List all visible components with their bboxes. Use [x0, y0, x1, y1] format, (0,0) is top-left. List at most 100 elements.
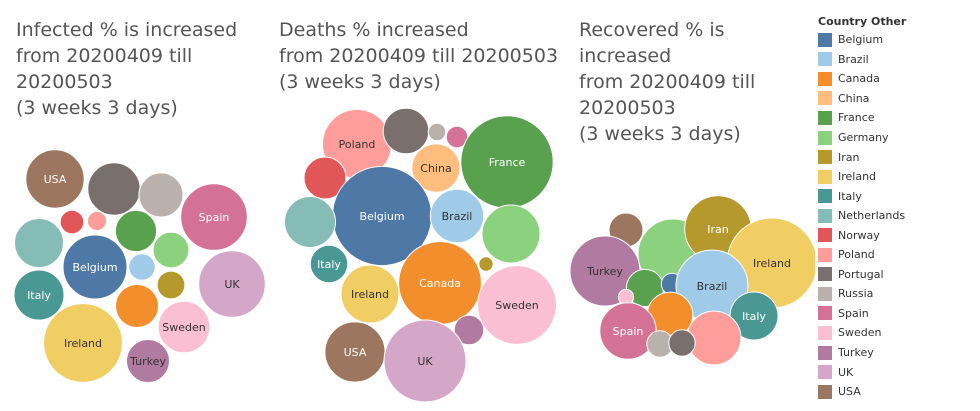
- bubble-norway[interactable]: [303, 156, 347, 200]
- legend-swatch: [818, 52, 832, 67]
- bubble-turkey[interactable]: [453, 314, 485, 346]
- legend-label: China: [838, 91, 870, 105]
- bubble-label-italy: Italy: [742, 310, 766, 323]
- bubble-label-spain: Spain: [613, 325, 644, 338]
- bubble-label-usa: USA: [344, 346, 367, 359]
- bubble-canada[interactable]: [115, 284, 159, 328]
- bubble-germany[interactable]: [481, 204, 541, 264]
- bubble-iran[interactable]: [156, 270, 186, 300]
- bubble-russia[interactable]: [138, 172, 184, 218]
- bubble-label-ireland: Ireland: [64, 337, 102, 350]
- bubble-poland[interactable]: [86, 210, 108, 232]
- legend-title: Country Other: [818, 15, 907, 28]
- legend-item-italy[interactable]: Italy: [818, 186, 978, 206]
- bubble-italy[interactable]: [13, 269, 65, 321]
- legend-item-ireland[interactable]: Ireland: [818, 167, 978, 187]
- legend-label: Spain: [838, 306, 869, 320]
- bubble-label-iran: Iran: [707, 223, 729, 236]
- bubble-portugal[interactable]: [382, 107, 430, 155]
- legend-label: Iran: [838, 150, 860, 164]
- bubble-label-poland: Poland: [339, 138, 376, 151]
- legend-label: Italy: [838, 189, 862, 203]
- legend-item-sweden[interactable]: Sweden: [818, 323, 978, 343]
- legend-label: Ireland: [838, 170, 877, 184]
- bubble-label-sweden: Sweden: [495, 299, 538, 312]
- bubble-uk[interactable]: [198, 250, 266, 318]
- bubble-ireland[interactable]: [340, 264, 400, 324]
- recovered-title-line: from 20200409 till: [579, 71, 756, 93]
- legend-label: Sweden: [838, 326, 882, 340]
- bubble-sweden[interactable]: [477, 265, 557, 345]
- bubble-label-china: China: [420, 162, 451, 175]
- bubble-poland[interactable]: [686, 310, 742, 366]
- bubble-ireland[interactable]: [43, 303, 123, 383]
- bubble-chart-1: Poland France China Belgium Brazil Italy Irela…: [284, 107, 557, 403]
- bubble-brazil[interactable]: [429, 188, 485, 244]
- bubble-belgium[interactable]: [62, 234, 128, 300]
- bubble-russia[interactable]: [427, 122, 447, 142]
- legend-item-germany[interactable]: Germany: [818, 128, 978, 148]
- legend-item-brazil[interactable]: Brazil: [818, 50, 978, 70]
- legend-swatch: [818, 71, 832, 86]
- infected-title-line: 20200503: [16, 71, 113, 93]
- legend-item-china[interactable]: China: [818, 89, 978, 109]
- legend-label: Canada: [838, 72, 880, 86]
- legend-item-spain[interactable]: Spain: [818, 304, 978, 324]
- legend-item-canada[interactable]: Canada: [818, 69, 978, 89]
- legend-swatch: [818, 169, 832, 184]
- legend-item-turkey[interactable]: Turkey: [818, 343, 978, 363]
- infected-title-line: from 20200409 till: [16, 45, 193, 67]
- bubble-label-spain: Spain: [199, 211, 230, 224]
- infected-title-line: Infected % is increased: [16, 19, 238, 41]
- legend-item-portugal[interactable]: Portugal: [818, 265, 978, 285]
- bubble-label-sweden: Sweden: [162, 321, 205, 334]
- deaths-chart-title: Deaths % increased from 20200409 till 20…: [279, 17, 558, 95]
- infected-title-line: (3 weeks 3 days): [16, 97, 178, 119]
- legend-item-netherlands[interactable]: Netherlands: [818, 206, 978, 226]
- bubble-italy[interactable]: [309, 244, 349, 284]
- bubble-china[interactable]: [411, 143, 461, 193]
- bubble-label-turkey: Turkey: [129, 355, 166, 368]
- legend-label: Brazil: [838, 52, 869, 66]
- bubble-iran[interactable]: [478, 256, 494, 272]
- deaths-title-line: Deaths % increased: [279, 19, 469, 41]
- bubble-label-belgium: Belgium: [72, 261, 117, 274]
- legend-item-usa[interactable]: USA: [818, 382, 978, 402]
- bubble-portugal[interactable]: [668, 329, 696, 357]
- recovered-chart-title: Recovered % is increased from 20200409 t…: [579, 17, 755, 147]
- bubble-label-turkey: Turkey: [586, 265, 623, 278]
- legend-item-norway[interactable]: Norway: [818, 225, 978, 245]
- bubble-netherlands[interactable]: [14, 218, 64, 268]
- legend-item-uk[interactable]: UK: [818, 362, 978, 382]
- bubble-spain[interactable]: [180, 183, 248, 251]
- legend-swatch: [818, 150, 832, 165]
- legend-label: Turkey: [838, 346, 874, 360]
- legend-label: UK: [838, 365, 854, 379]
- bubble-sweden[interactable]: [617, 288, 635, 306]
- legend-label: Norway: [838, 228, 880, 242]
- legend-item-poland[interactable]: Poland: [818, 245, 978, 265]
- infected-chart-title: Infected % is increased from 20200409 ti…: [16, 17, 237, 121]
- recovered-title-line: 20200503: [579, 97, 676, 119]
- bubble-portugal[interactable]: [87, 162, 141, 216]
- bubble-brazil[interactable]: [128, 253, 156, 281]
- legend-item-france[interactable]: France: [818, 108, 978, 128]
- bubble-label-belgium: Belgium: [359, 210, 404, 223]
- bubble-turkey[interactable]: [126, 339, 170, 383]
- deaths-title-line: (3 weeks 3 days): [279, 71, 441, 93]
- legend-label: Germany: [838, 131, 889, 144]
- bubble-germany[interactable]: [152, 231, 190, 269]
- bubble-uk[interactable]: [383, 319, 467, 403]
- bubble-norway[interactable]: [59, 209, 85, 235]
- legend-label: France: [838, 111, 875, 125]
- legend-item-russia[interactable]: Russia: [818, 284, 978, 304]
- legend-item-iran[interactable]: Iran: [818, 147, 978, 167]
- bubble-label-uk: UK: [417, 355, 433, 368]
- bubble-sweden[interactable]: [157, 300, 211, 354]
- bubble-label-uk: UK: [224, 278, 240, 291]
- legend-swatch: [818, 267, 832, 282]
- legend-item-belgium[interactable]: Belgium: [818, 30, 978, 50]
- bubble-france[interactable]: [114, 209, 158, 253]
- bubble-netherlands[interactable]: [284, 196, 336, 248]
- bubble-usa[interactable]: [25, 149, 85, 209]
